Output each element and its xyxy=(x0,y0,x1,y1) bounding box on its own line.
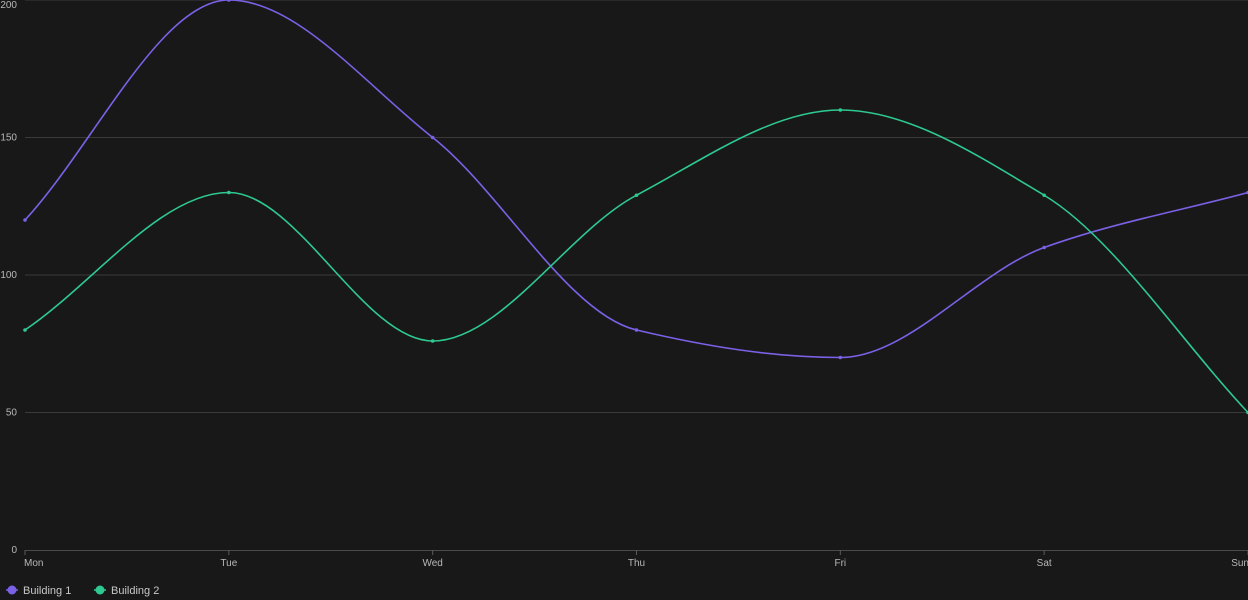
legend-swatch-marker xyxy=(7,585,17,595)
y-tick-label: 150 xyxy=(0,133,17,144)
data-point xyxy=(227,190,231,195)
x-tick-label: Tue xyxy=(220,558,237,569)
x-tick-label: Sun xyxy=(1231,558,1248,569)
legend-label: Building 1 xyxy=(23,585,71,597)
x-tick-label: Mon xyxy=(24,558,43,569)
y-tick-label: 0 xyxy=(11,545,17,556)
y-tick-label: 50 xyxy=(6,408,18,419)
legend: Building 1 Building 2 xyxy=(6,585,159,597)
x-axis: Mon Tue Wed Thu Fri Sat Sun xyxy=(24,550,1248,569)
data-point xyxy=(430,135,435,140)
x-tick-label: Thu xyxy=(628,558,645,569)
y-axis: 0 50 100 150 200 xyxy=(0,0,17,556)
y-tick-label: 100 xyxy=(0,270,17,281)
data-point xyxy=(634,193,639,198)
data-point xyxy=(430,339,435,343)
data-point xyxy=(23,218,27,222)
series-group xyxy=(23,0,1248,415)
legend-swatch-marker xyxy=(95,585,105,595)
legend-label: Building 2 xyxy=(111,585,159,597)
x-tick-label: Sat xyxy=(1037,558,1052,569)
x-tick-label: Fri xyxy=(834,558,846,569)
data-point xyxy=(838,355,843,360)
legend-item[interactable]: Building 1 xyxy=(6,585,71,597)
series-line xyxy=(24,0,1248,359)
series-1 xyxy=(23,0,1248,360)
data-point xyxy=(1042,193,1046,198)
data-point xyxy=(23,328,27,332)
grid xyxy=(25,0,1248,413)
data-point xyxy=(634,328,639,332)
data-point xyxy=(227,0,231,2)
x-tick-label: Wed xyxy=(422,558,442,569)
data-point xyxy=(1042,245,1046,250)
y-tick-label: 200 xyxy=(0,0,17,11)
series-2 xyxy=(23,108,1248,415)
legend-item[interactable]: Building 2 xyxy=(94,585,159,597)
data-point xyxy=(838,108,843,112)
series-line xyxy=(24,109,1248,414)
